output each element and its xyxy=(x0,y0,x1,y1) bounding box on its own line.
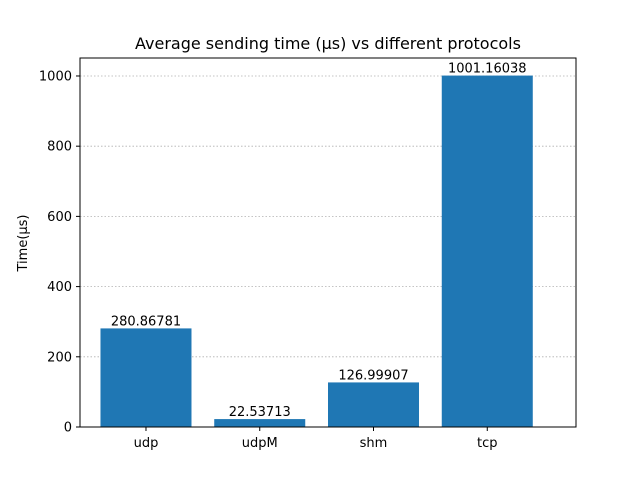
y-tick-label: 200 xyxy=(47,350,72,365)
y-tick-label: 400 xyxy=(47,280,72,295)
data-label-tcp: 1001.16038 xyxy=(448,62,527,77)
bar-tcp xyxy=(441,75,533,427)
y-tick-label: 800 xyxy=(47,140,72,155)
data-label-udpM: 22.53713 xyxy=(229,405,291,420)
axes: 0 200 400 600 800 1000 udp udpM shm tcp xyxy=(39,57,577,451)
data-labels: 280.86781 22.53713 126.99907 1001.16038 xyxy=(111,62,527,421)
bar-udp xyxy=(100,328,192,427)
data-label-udp: 280.86781 xyxy=(111,314,181,329)
plot-frame xyxy=(79,57,577,428)
chart-title: Average sending time (µs) vs different p… xyxy=(135,34,521,53)
y-tick-label: 600 xyxy=(47,210,72,225)
y-tick-label: 0 xyxy=(64,421,72,436)
y-tick-label: 1000 xyxy=(39,69,72,84)
x-tick-label: shm xyxy=(360,436,388,451)
x-tick-label: tcp xyxy=(477,436,498,451)
bar-udpM xyxy=(214,419,306,427)
y-axis-label: Time(µs) xyxy=(16,214,31,272)
x-tick-label: udp xyxy=(134,436,159,451)
bar-shm xyxy=(328,382,420,427)
bars xyxy=(100,75,533,427)
data-label-shm: 126.99907 xyxy=(338,368,408,383)
x-tick-label: udpM xyxy=(242,436,278,451)
